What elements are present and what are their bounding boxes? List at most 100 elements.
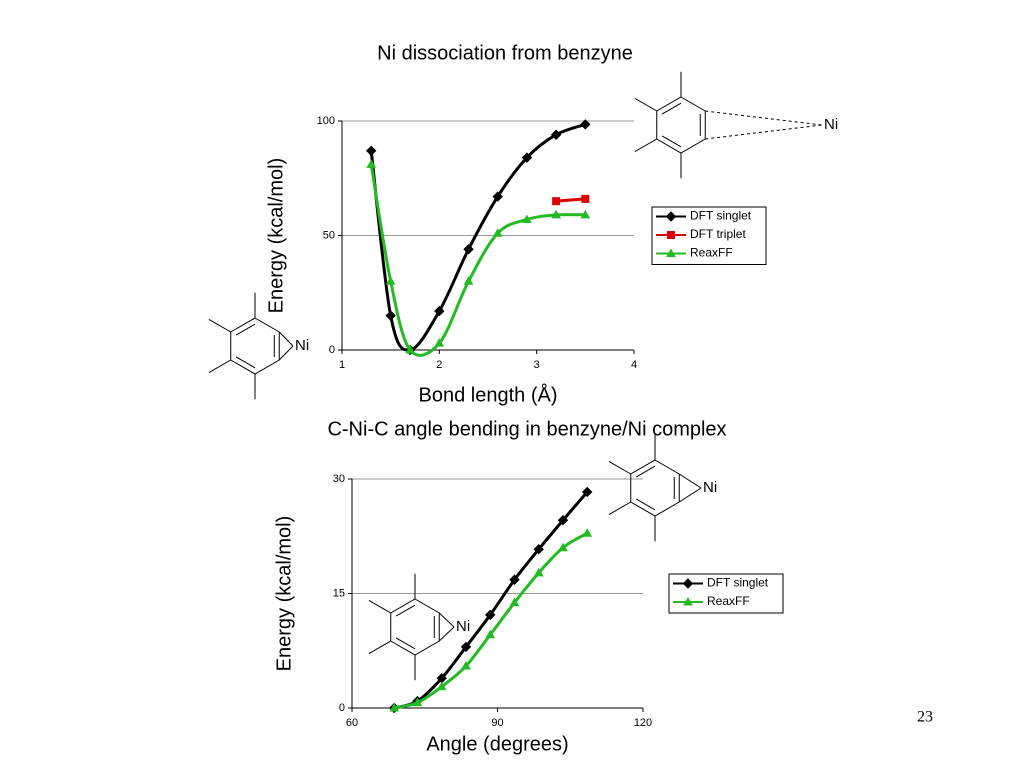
double-bond [235, 323, 256, 336]
marker [533, 544, 544, 555]
y-tick-label: 50 [323, 229, 335, 241]
series-line [393, 490, 589, 710]
marker [582, 528, 593, 537]
x-axis-label: Angle (degrees) [426, 733, 568, 755]
legend-label: ReaxFF [707, 594, 750, 608]
x-tick-label: 4 [631, 359, 637, 371]
marker [389, 702, 400, 712]
methyl [368, 599, 392, 614]
marker [558, 542, 568, 552]
y-axis-label: Energy (kcal/mol) [265, 158, 287, 314]
ni-bond [278, 331, 294, 347]
marker [385, 276, 396, 285]
ni-label: Ni [824, 116, 838, 133]
marker [581, 194, 590, 203]
legend-label: ReaxFF [690, 246, 733, 260]
series-line [393, 531, 588, 710]
x-tick-label: 2 [436, 359, 442, 371]
marker [665, 211, 677, 222]
ni-bond [278, 345, 294, 361]
x-axis-label: Bond length (Å) [419, 383, 558, 406]
marker [552, 197, 561, 206]
legend-label: DFT singlet [690, 209, 752, 223]
marker [436, 681, 447, 691]
marker [580, 209, 591, 219]
marker [365, 145, 377, 156]
y-tick-label: 100 [317, 115, 335, 127]
y-tick-label: 15 [333, 587, 345, 599]
double-bond [395, 604, 416, 617]
ring [230, 317, 280, 375]
methyl [368, 640, 392, 655]
ni-bond [438, 612, 455, 628]
marker [434, 338, 445, 347]
ring [656, 96, 706, 154]
methyl [208, 318, 232, 333]
methyl [608, 501, 632, 516]
molecule: Ni [634, 71, 838, 179]
methyl [208, 359, 232, 374]
marker [463, 244, 474, 255]
molecule: Ni [608, 434, 717, 542]
marker [533, 567, 544, 577]
marker [683, 596, 693, 606]
double-bond [661, 135, 682, 148]
x-tick-label: 1 [339, 359, 345, 371]
legend-label: DFT triplet [690, 227, 746, 241]
page-number: 23 [917, 709, 933, 726]
molecule: Ni [368, 573, 470, 681]
marker [682, 578, 694, 589]
marker [492, 191, 503, 202]
chart-title: C-Ni-C angle bending in benzyne/Ni compl… [327, 418, 726, 440]
ni-bond [678, 473, 702, 489]
marker [412, 697, 423, 707]
legend-label: DFT singlet [707, 576, 769, 590]
methyl [634, 138, 658, 153]
ni-label: Ni [295, 337, 309, 354]
marker [582, 486, 593, 498]
methyl [634, 97, 658, 112]
ni-label: Ni [703, 479, 717, 496]
marker [521, 152, 533, 163]
ni-bond [678, 487, 702, 503]
double-bond [235, 356, 256, 369]
marker [550, 129, 562, 140]
ni-label: Ni [456, 618, 470, 635]
series-line [369, 123, 586, 352]
marker [366, 159, 377, 169]
ring [630, 459, 680, 517]
x-tick-label: 120 [634, 717, 652, 729]
y-tick-label: 0 [329, 344, 335, 356]
marker [461, 661, 471, 670]
series-line [369, 164, 586, 357]
marker [492, 228, 503, 237]
ni-bond [705, 124, 823, 140]
ring [390, 598, 440, 656]
marker [485, 629, 496, 639]
marker [522, 214, 532, 223]
molecule: Ni [208, 292, 309, 400]
marker [485, 609, 496, 621]
marker [434, 305, 445, 317]
marker [385, 310, 396, 321]
double-bond [635, 465, 656, 478]
double-bond [661, 102, 682, 115]
marker [405, 344, 415, 354]
ni-bond [705, 110, 823, 126]
methyl [608, 460, 632, 475]
marker [580, 119, 591, 130]
x-tick-label: 60 [346, 717, 358, 729]
marker [463, 276, 474, 285]
marker [551, 209, 561, 219]
marker [509, 597, 520, 607]
ni-bond [438, 626, 455, 642]
y-tick-label: 0 [339, 702, 345, 714]
double-bond [635, 498, 656, 511]
double-bond [395, 637, 416, 650]
marker [460, 641, 472, 653]
marker [666, 248, 676, 257]
marker [509, 574, 520, 585]
series-line [556, 197, 586, 203]
y-axis-label: Energy (kcal/mol) [273, 516, 295, 672]
